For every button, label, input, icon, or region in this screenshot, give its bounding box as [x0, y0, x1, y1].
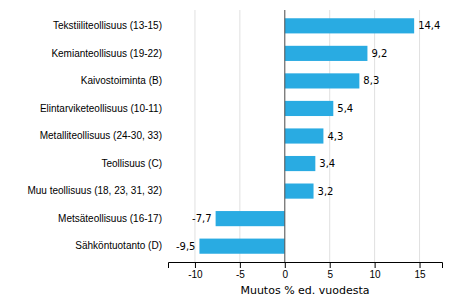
plot: -10 -5 0 5 10 15 Sähköntuotanto (D) Metsäteolli… [27, 10, 442, 280]
x-tick: -5 [236, 262, 245, 280]
x-tick-mark [240, 262, 241, 268]
bar [285, 128, 324, 143]
grid-line [194, 10, 195, 262]
y-tick-label: Metsäteollisuus (16-17) [58, 213, 162, 224]
x-tick: 5 [327, 262, 333, 280]
y-tick: Sähköntuotanto (D) [75, 240, 162, 251]
x-axis-title: Muutos % ed. vuodesta [240, 284, 369, 297]
y-tick: Elintarviketeollisuus (10-11) [40, 103, 162, 114]
y-tick: Kaivostoiminta (B) [81, 75, 162, 86]
y-tick: Teollisuus (C) [101, 158, 162, 169]
x-tick: -10 [188, 262, 203, 280]
bar [285, 18, 414, 33]
data-label: 5,4 [337, 103, 353, 114]
y-tick: Tekstiiliteollisuus (13-15) [53, 20, 162, 31]
bar [285, 184, 314, 199]
y-tick-label: Elintarviketeollisuus (10-11) [40, 103, 162, 114]
bar [285, 73, 360, 88]
y-tick-label: Kaivostoiminta (B) [81, 75, 162, 86]
bar [285, 101, 334, 116]
y-tick-label: Sähköntuotanto (D) [75, 240, 162, 251]
x-tick-label: 5 [327, 269, 333, 280]
y-tick: Metalliteollisuus (24-30, 33) [40, 130, 162, 141]
bars [199, 10, 414, 262]
x-tick-label: -5 [236, 269, 245, 280]
data-label: 4,3 [327, 131, 343, 142]
data-label: -7,7 [192, 213, 212, 224]
zero-line [284, 10, 285, 262]
x-tick-mark [330, 262, 331, 268]
chart: -10 -5 0 5 10 15 Sähköntuotanto (D) Metsäteolli… [0, 0, 454, 302]
y-tick-label: Metalliteollisuus (24-30, 33) [40, 130, 162, 141]
y-tick: Muu teollisuus (18, 23, 31, 32) [27, 185, 162, 196]
x-tick: 0 [283, 262, 289, 280]
data-label: 9,2 [371, 48, 387, 59]
x-tick-mark [195, 262, 196, 268]
y-axis: Sähköntuotanto (D) Metsäteollisuus (16-17… [27, 20, 162, 251]
x-tick: 15 [414, 262, 426, 280]
data-labels: -9,5 -7,7 3,2 3,4 4,3 5,4 8,3 9,2 14,4 [176, 20, 440, 251]
grid-line [419, 10, 420, 262]
x-axis-line [169, 263, 443, 269]
x-tick-label: 10 [370, 269, 382, 280]
grid-line [284, 10, 285, 262]
x-axis: -10 -5 0 5 10 15 [169, 262, 443, 280]
y-tick-label: Tekstiiliteollisuus (13-15) [53, 20, 162, 31]
bar [199, 239, 284, 254]
grid [195, 10, 420, 262]
y-tick-label: Kemianteollisuus (19-22) [51, 48, 162, 59]
x-tick-label: 15 [414, 269, 426, 280]
data-label: 3,4 [319, 158, 335, 169]
y-tick-label: Muu teollisuus (18, 23, 31, 32) [27, 185, 162, 196]
x-tick-mark [285, 262, 286, 268]
y-tick: Metsäteollisuus (16-17) [58, 213, 162, 224]
y-tick-label: Teollisuus (C) [101, 158, 162, 169]
y-tick: Kemianteollisuus (19-22) [51, 48, 162, 59]
data-label: -9,5 [176, 241, 196, 252]
bar [285, 46, 368, 61]
bar [285, 156, 316, 171]
x-tick: 10 [370, 262, 382, 280]
bar [216, 211, 285, 226]
x-tick-label: -10 [188, 269, 203, 280]
data-label: 8,3 [363, 75, 379, 86]
x-tick-mark [375, 262, 376, 268]
data-label: 3,2 [318, 186, 334, 197]
x-tick-mark [420, 262, 421, 268]
x-tick-label: 0 [283, 269, 289, 280]
data-label: 14,4 [418, 20, 440, 31]
